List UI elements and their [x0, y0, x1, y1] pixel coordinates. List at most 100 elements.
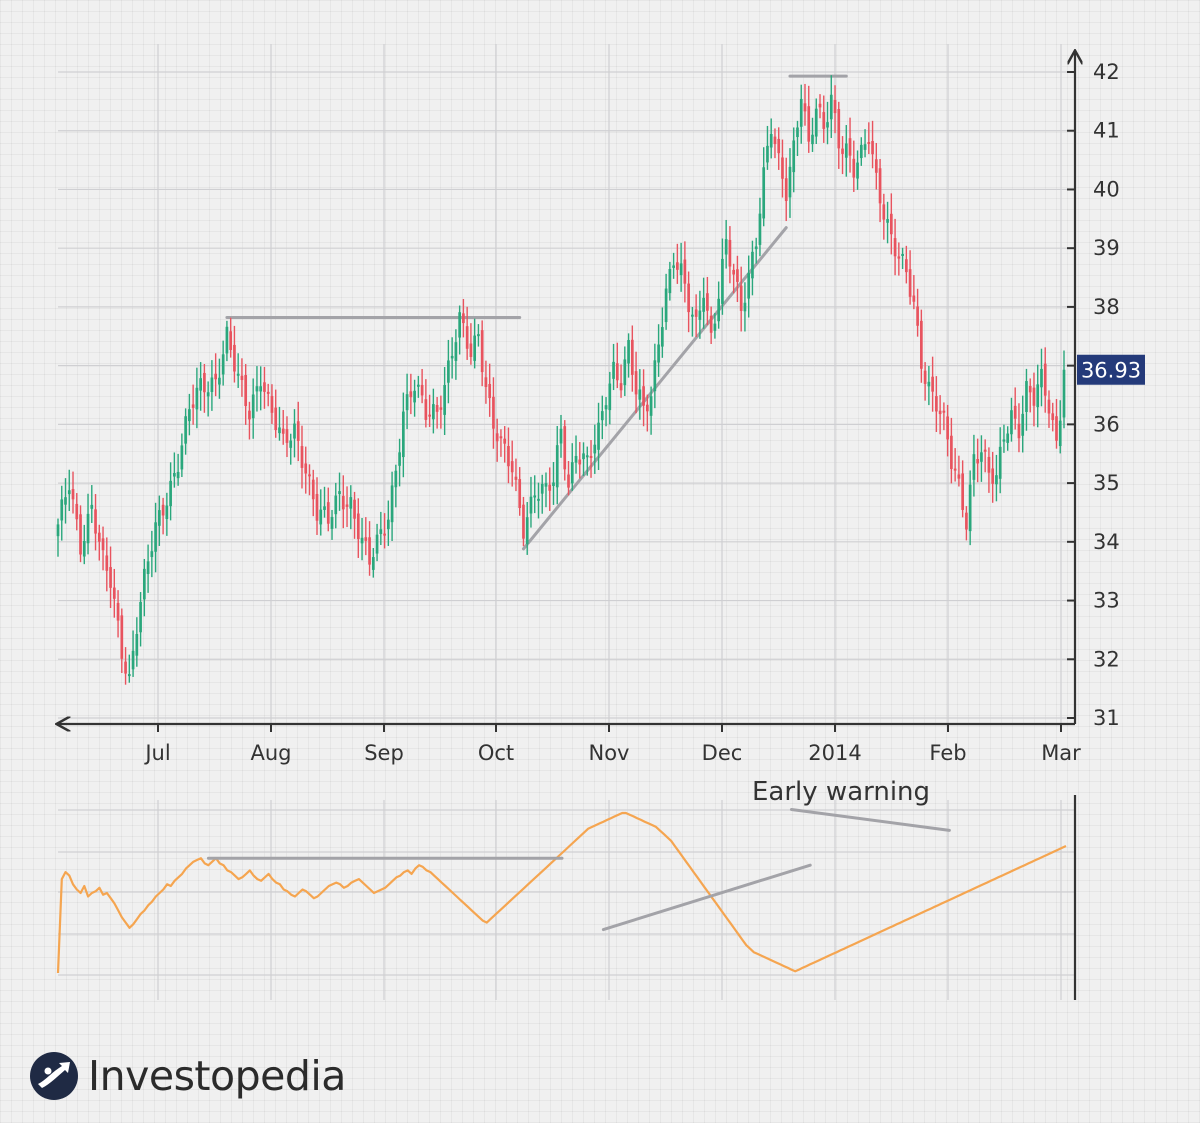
candle	[871, 120, 874, 169]
last-price-tag: 36.93	[1077, 354, 1145, 385]
candle-body	[278, 427, 281, 434]
candle	[165, 492, 169, 536]
candle-body	[953, 468, 957, 471]
candle	[447, 339, 450, 404]
x-tick-label: Mar	[1041, 741, 1081, 765]
candle-body	[679, 263, 683, 276]
candle-body	[79, 514, 82, 555]
candle-body	[623, 359, 627, 386]
investopedia-logo[interactable]: Investopedia	[28, 1046, 346, 1106]
candle-body	[582, 453, 585, 460]
candle-body	[754, 246, 758, 250]
candle	[758, 197, 762, 257]
candle	[968, 470, 972, 546]
candle-body	[882, 204, 886, 220]
candle	[661, 307, 664, 358]
candle-body	[146, 561, 150, 575]
candle-body	[976, 459, 980, 464]
candle-body	[634, 371, 638, 395]
candle-body	[811, 134, 814, 145]
candle-body	[1058, 420, 1062, 447]
candle-body	[657, 344, 660, 363]
candle	[950, 417, 953, 484]
candle	[736, 255, 739, 303]
candle-body	[935, 396, 938, 412]
candle	[233, 325, 236, 383]
candle-body	[499, 436, 503, 439]
candle-body	[195, 387, 199, 410]
candle	[980, 435, 983, 482]
candle-body	[248, 410, 251, 420]
y-tick-label: 34	[1093, 530, 1120, 554]
candle	[837, 101, 841, 169]
candle-body	[784, 178, 788, 201]
candle	[623, 346, 627, 397]
candle	[1013, 387, 1017, 430]
candle	[203, 363, 206, 413]
candle-body	[142, 568, 146, 600]
candle	[916, 288, 919, 337]
candle-body	[1002, 439, 1006, 442]
candle-body	[837, 109, 841, 149]
candle-body	[972, 454, 976, 480]
candle-body	[961, 473, 964, 510]
candle-body	[199, 378, 202, 391]
candle-body	[548, 484, 552, 491]
candle	[462, 298, 465, 338]
candle-body	[762, 167, 766, 219]
candle	[161, 497, 165, 535]
candle	[814, 98, 818, 145]
candle-body	[214, 373, 218, 380]
candle	[826, 101, 829, 145]
candle-body	[664, 288, 668, 323]
candle	[931, 356, 934, 412]
candle-body	[878, 168, 882, 204]
candle-body	[732, 269, 736, 275]
candle-body	[454, 342, 458, 361]
candle	[64, 478, 67, 524]
candle	[454, 329, 458, 380]
candle-body	[766, 145, 769, 163]
candle	[413, 379, 416, 417]
candle-body	[386, 519, 390, 530]
y-tick-label: 38	[1093, 295, 1120, 319]
candle	[244, 364, 248, 425]
candle-body	[897, 256, 901, 259]
candle	[570, 443, 574, 491]
candle	[101, 526, 105, 571]
candle-body	[529, 496, 533, 514]
candle-body	[383, 533, 386, 536]
candle	[1021, 395, 1025, 453]
candle-body	[743, 302, 747, 312]
candle	[127, 654, 131, 683]
candle	[443, 367, 446, 435]
candle-body	[75, 503, 79, 520]
candle-body	[94, 509, 97, 534]
candle-body	[398, 452, 401, 466]
candle-body	[706, 293, 709, 311]
candle-body	[341, 495, 345, 510]
candle	[600, 395, 604, 440]
candle-body	[173, 472, 176, 477]
candle	[169, 462, 172, 521]
candle-body	[188, 409, 191, 422]
candle	[139, 592, 142, 647]
candle-body	[368, 537, 371, 565]
candle	[953, 448, 957, 482]
candle-body	[203, 372, 206, 393]
candle-body	[694, 309, 698, 317]
candle-body	[826, 122, 829, 128]
candle	[214, 353, 218, 397]
candle	[552, 462, 555, 505]
candle-body	[540, 483, 544, 494]
candle-body	[1047, 399, 1051, 414]
candle-body	[983, 449, 987, 452]
candle	[897, 242, 901, 276]
candle	[218, 358, 221, 399]
candle-body	[424, 399, 428, 420]
candle-body	[533, 495, 537, 498]
candle-body	[799, 98, 803, 127]
candle-body	[64, 497, 67, 505]
candle-body	[728, 239, 732, 267]
candle	[435, 396, 439, 429]
